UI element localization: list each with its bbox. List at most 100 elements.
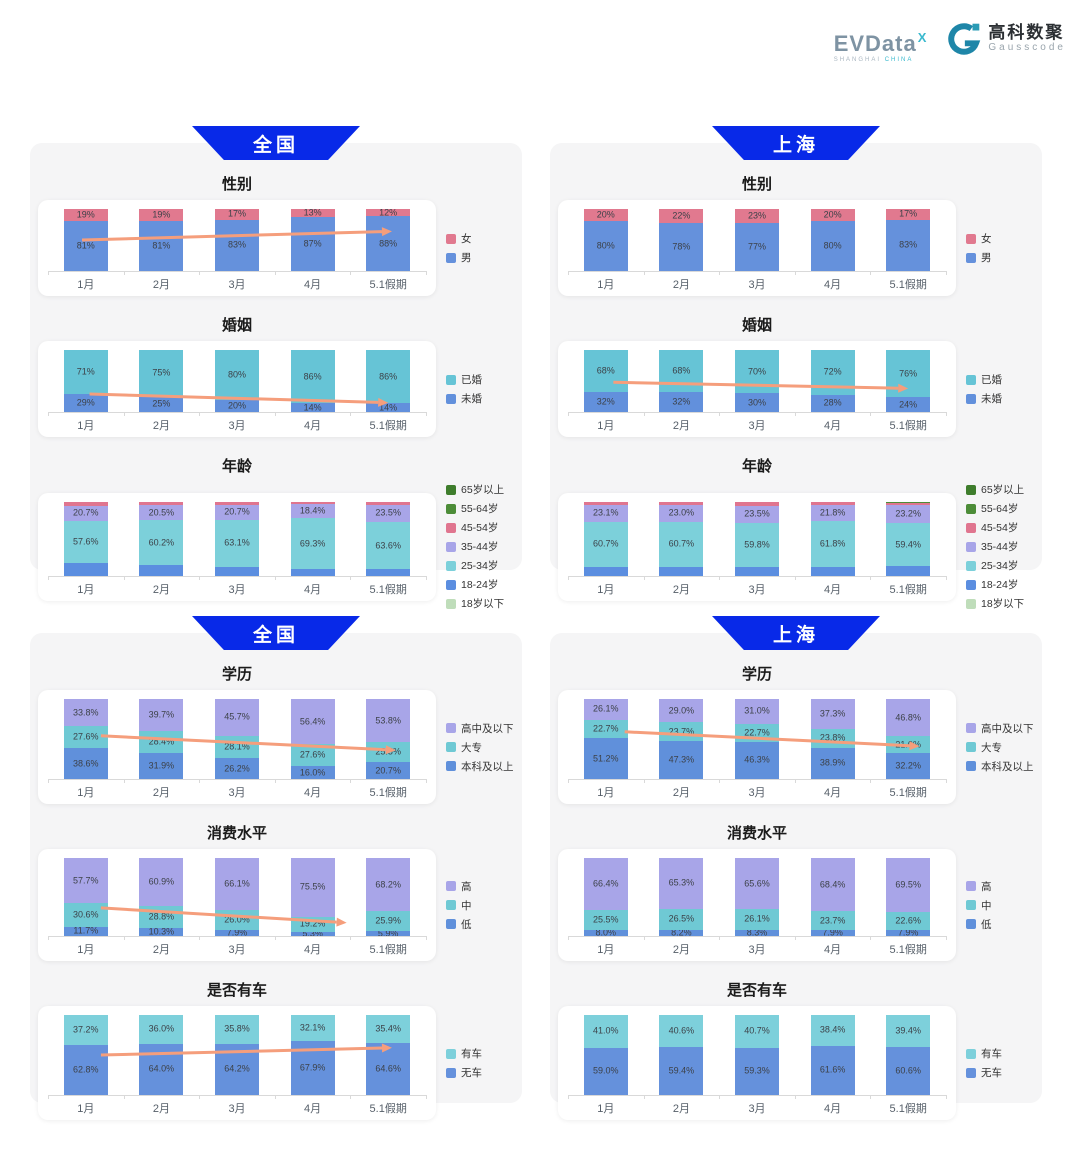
chart-block: 年龄 57.6% 20.7% 60.2% 20.5% 63.1% 20.7% 69.3% 18.… — [38, 455, 514, 611]
legend: 有车 无车 — [436, 1046, 514, 1080]
bar-value-label: 32% — [596, 396, 615, 407]
plot-area: 59.0% 41.0% 59.4% 40.6% 59.3% 40.7% 61.6% 38.4%… — [568, 1015, 946, 1095]
x-axis-line — [568, 412, 947, 416]
chart-title: 是否有车 — [206, 982, 267, 999]
bar-segment — [139, 564, 184, 576]
bar-stack: 69.3% 18.4% — [290, 501, 335, 576]
bar-value-label: 83% — [227, 239, 246, 250]
legend-swatch-icon — [966, 598, 976, 609]
legend-swatch-icon — [446, 900, 456, 910]
x-axis-label: 1月 — [77, 944, 95, 956]
x-axis-label: 3月 — [228, 1103, 246, 1115]
axis-tick — [568, 936, 569, 940]
bar-segment: 13% — [290, 208, 335, 218]
bar-value-label: 59.4% — [895, 539, 921, 549]
bar-stack: 64.6% 35.4% — [366, 1015, 411, 1095]
bar-value-label: 32.2% — [895, 760, 921, 771]
bar-segment: 59.0% — [583, 1047, 628, 1095]
bar-segment: 80% — [583, 221, 628, 271]
x-axis-label: 4月 — [824, 583, 842, 596]
bar-value-label: 59.4% — [668, 1065, 695, 1076]
bar-segment — [139, 501, 184, 506]
bar-segment: 20.7% — [366, 762, 411, 779]
x-axis-labels: 1月 2月 3月 4月 5.1假期 — [568, 940, 946, 958]
axis-tick — [946, 936, 947, 940]
axis-tick — [946, 575, 947, 580]
bar-value-label: 80% — [823, 240, 842, 251]
bar-segment: 32% — [583, 392, 628, 412]
bar-segment: 30% — [735, 393, 779, 412]
axis-tick — [794, 575, 796, 580]
bar-stack: 77% 23% — [735, 209, 779, 271]
legend-swatch-icon — [966, 1048, 976, 1059]
bar-segment: 40.7% — [735, 1015, 779, 1048]
legend: 65岁以上 55-64岁 45-54岁 35-44岁 25-34岁 18-24岁 18岁以下 — [436, 482, 514, 611]
chart-title: 是否有车 — [726, 982, 787, 999]
bar-segment — [366, 501, 411, 505]
bar-stack: 60.7% 23.1% — [583, 501, 628, 576]
bar-stack: 46.3% 22.7% 31.0% — [735, 699, 779, 779]
bar-segment: 68% — [583, 350, 628, 393]
bar-segment: 81% — [139, 220, 184, 271]
charts-column: 学历 38.6% 27.6% 33.8% 31.9% 28.4% 39.7% 26.2% 28.… — [30, 633, 522, 1120]
chart-block: 学历 51.2% 22.7% 26.1% 47.3% 23.7% 29.0% 46.3% 22.… — [558, 663, 1034, 804]
chart-title: 消费水平 — [206, 825, 267, 842]
bar-value-label: 30% — [747, 397, 766, 408]
legend-item: 35-44岁 — [966, 539, 1034, 554]
bar-segment: 28.4% — [139, 730, 184, 754]
brand-header: EVDataX SHANGHAI CHINA 高科数聚 Gausscode — [834, 22, 1066, 63]
chart-block: 婚姻 32% 68% 32% 68% 30% 70% 28% 72% 24% 76% 1月 2月 3月 4月… — [558, 314, 1034, 437]
bar-segment — [735, 501, 779, 506]
bar-segment: 12% — [366, 208, 411, 217]
axis-tick — [48, 936, 49, 940]
legend: 高中及以下 大专 本科及以上 — [436, 721, 514, 774]
bar-segment: 35.4% — [366, 1015, 411, 1044]
bar-value-label: 70% — [747, 366, 766, 377]
bar-value-label: 20.7% — [375, 765, 401, 776]
legend-item: 高中及以下 — [966, 721, 1034, 736]
legend-item: 25-34岁 — [966, 558, 1034, 573]
bar-segment: 28.1% — [215, 735, 259, 759]
legend: 高中低 — [436, 879, 514, 932]
bar-value-label: 37.2% — [73, 1024, 99, 1035]
x-axis-label: 4月 — [824, 420, 842, 432]
bar-stack: 62.8% 37.2% — [63, 1015, 108, 1095]
legend: 女男 — [956, 231, 1034, 265]
bar-segment: 33.8% — [63, 699, 108, 727]
axis-tick — [123, 412, 125, 416]
axis-tick — [199, 575, 201, 580]
plot-area: 80% 20% 78% 22% 77% 23% 80% 20% 83% 17% — [568, 209, 946, 271]
bar-segment: 38.9% — [810, 747, 855, 779]
bar-segment: 26.2% — [215, 758, 259, 779]
bar-stack: 87% 13% — [290, 208, 335, 271]
plot-area: 81% 19% 81% 19% 83% 17% 87% 13% 88% 12% — [48, 208, 426, 271]
axis-tick — [123, 936, 125, 940]
chart-title: 学历 — [221, 666, 252, 683]
x-axis-line — [568, 779, 947, 783]
legend-item: 低 — [446, 917, 514, 932]
bar-segment: 32.2% — [886, 753, 931, 779]
bar-stack: 7.9% 23.7% 68.4% — [810, 858, 855, 937]
bar-segment: 60.9% — [139, 858, 184, 906]
bar-segment: 18.4% — [290, 504, 335, 519]
legend: 65岁以上 55-64岁 45-54岁 35-44岁 25-34岁 18-24岁 18岁以下 — [956, 482, 1034, 611]
chart-block: 婚姻 29% 71% 25% 75% 20% 80% 14% 86% 14% 86% 1月 2月 3月 4月… — [38, 314, 514, 437]
x-axis-label: 5.1假期 — [889, 787, 927, 799]
bar-value-label: 23.7% — [668, 726, 695, 737]
legend-label: 高中及以下 — [981, 722, 1034, 735]
legend-swatch-icon — [446, 1067, 456, 1078]
axis-tick — [719, 936, 721, 940]
legend-item: 男 — [966, 250, 1034, 265]
bar-value-label: 35.4% — [375, 1023, 401, 1034]
bar-segment: 26.1% — [735, 909, 779, 930]
x-axis-label: 4月 — [824, 1103, 842, 1115]
axis-tick — [350, 271, 352, 275]
bar-segment: 21.8% — [810, 505, 855, 522]
x-axis-line — [568, 936, 947, 940]
legend-label: 大专 — [461, 741, 482, 754]
bar-segment: 61.6% — [810, 1045, 855, 1095]
bar-segment: 32% — [659, 392, 704, 412]
axis-tick — [274, 936, 276, 940]
bar-stack: 25% 75% — [139, 350, 184, 412]
bar-segment: 21.0% — [886, 736, 931, 754]
